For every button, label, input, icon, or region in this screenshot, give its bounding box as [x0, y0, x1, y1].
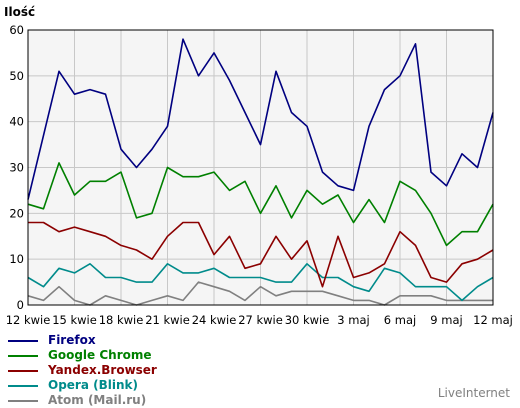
series-line-atom-mail-ru	[27, 281, 493, 306]
y-tick-label: 20	[9, 206, 24, 220]
series-line-yandex-browser	[28, 221, 494, 288]
plot-frame	[27, 29, 494, 306]
series-lines	[27, 38, 494, 306]
x-tick-label: 3 maj	[337, 313, 369, 327]
y-tick-label: 0	[17, 298, 24, 312]
y-tick-label: 10	[9, 252, 24, 266]
x-tick-label: 12 kwie	[6, 313, 51, 327]
x-axis-ticks: 12 kwie 15 kwie 18 kwie 21 kwie 24 kwie 27 kw…	[6, 313, 513, 327]
y-axis-title: Ilość	[4, 5, 35, 19]
x-tick-label: 30 kwie	[285, 313, 330, 327]
x-tick-label: 18 kwie	[99, 313, 144, 327]
y-tick-label: 60	[9, 23, 24, 37]
legend-label: Google Chrome	[48, 348, 152, 362]
y-tick-label: 40	[9, 115, 24, 129]
x-tick-label: 27 kwie	[238, 313, 283, 327]
series-line-opera-blink	[27, 262, 494, 302]
x-tick-label: 12 maj	[473, 313, 513, 327]
y-tick-label: 50	[9, 69, 24, 83]
brand-label: LiveInternet	[437, 386, 510, 400]
legend-swatch	[8, 340, 38, 342]
legend-swatch	[8, 385, 38, 387]
legend-swatch	[8, 370, 38, 372]
series-line-firefox	[27, 38, 494, 200]
series-line-google-chrome	[27, 162, 494, 247]
legend-label: Atom (Mail.ru)	[48, 393, 147, 407]
legend-label: Opera (Blink)	[48, 378, 138, 392]
legend-label: Yandex.Browser	[48, 363, 157, 377]
x-tick-label: 24 kwie	[192, 313, 237, 327]
y-axis-ticks: 0 10 20 30 40 50 60	[9, 23, 24, 312]
y-tick-label: 30	[9, 161, 24, 175]
x-tick-label: 9 maj	[430, 313, 462, 327]
x-tick-label: 21 kwie	[145, 313, 190, 327]
legend-swatch	[8, 400, 38, 402]
legend-swatch	[8, 355, 38, 357]
x-tick-label: 15 kwie	[52, 313, 97, 327]
x-tick-label: 6 maj	[384, 313, 416, 327]
legend-label: Firefox	[48, 333, 96, 347]
line-chart: Ilość 0 10 20 30 40 50 60 12 kwie 15 kwie 18 kwi…	[4, 5, 513, 327]
